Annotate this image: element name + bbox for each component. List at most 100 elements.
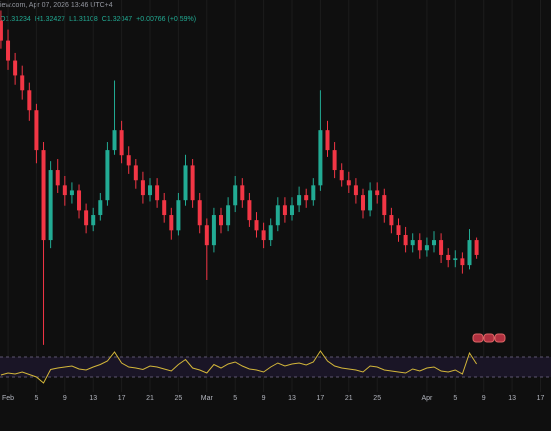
candle-body [183,165,188,201]
candle-body [98,200,103,216]
candle-body [105,150,110,201]
candle-body [311,185,316,201]
x-tick-label: 21 [345,395,353,402]
candle-body [176,200,181,231]
ohlc-value: O1.31234 [0,16,31,23]
candle-body [424,245,429,251]
x-tick-label: 17 [537,395,545,402]
candle-body [417,240,422,251]
candle-body [389,215,394,226]
candle-body [304,195,309,201]
candle-body [297,195,302,206]
x-tick-label: 13 [89,395,97,402]
candle-body [211,215,216,246]
candle-body [339,170,344,181]
x-tick-label: 13 [288,395,296,402]
candle-body [247,200,252,221]
candle-body [382,195,387,216]
candle-body [69,190,74,196]
candle-body [91,215,96,226]
candle-body [55,170,60,186]
button[interactable] [483,333,495,343]
candle-body [140,180,145,196]
candle-body [361,195,366,211]
candle-body [6,40,11,61]
candle-body [261,230,266,241]
candle-body [332,150,337,171]
candle-body [410,240,415,246]
candle-body [226,205,231,226]
header-ohlc: O1.31234 H1.32427 L1.31108 C1.32047 +0.00766… [0,16,196,23]
candle-body [290,205,295,216]
x-tick-label: 9 [482,395,486,402]
x-tick-label: Apr [421,395,433,402]
candle-body [240,185,245,201]
candle-body [474,240,479,255]
candle-body [34,110,39,151]
candle-body [155,185,160,201]
candle-body [318,130,323,186]
candle-body [20,75,25,91]
candle-body [219,215,224,226]
candle-body [446,254,451,261]
button[interactable] [472,333,484,343]
candle-body [0,20,3,41]
candle-body [325,130,330,151]
header-source: iew.com, Apr 07, 2026 13:46 UTC+4 [0,2,113,9]
candle-body [233,185,238,206]
candle-body [148,185,153,196]
ohlc-value: +0.00766 (+0.59%) [136,16,196,23]
x-tick-label: 5 [453,395,457,402]
candle-body [254,220,259,231]
x-tick-label: 5 [34,395,38,402]
x-tick-label: Mar [201,395,214,402]
candle-body [282,205,287,216]
candle-body [41,150,46,241]
ohlc-value: H1.32427 [35,16,65,23]
candle-body [162,200,167,216]
candle-body [453,258,458,261]
x-tick-label: 9 [63,395,67,402]
candle-body [13,60,18,76]
candle-body [275,205,280,226]
candle-body [48,170,53,241]
rsi-band [0,357,551,377]
candle-body [396,225,401,235]
candle-body [112,130,117,151]
x-tick-label: 25 [175,395,183,402]
candle-body [126,155,131,166]
candle-body [84,210,89,226]
x-tick-label: Feb [2,395,14,402]
candle-body [375,190,380,196]
button[interactable] [494,333,506,343]
x-tick-label: 17 [317,395,325,402]
candle-body [27,90,32,111]
candle-body [439,240,444,255]
x-tick-label: 9 [262,395,266,402]
x-tick-label: 21 [146,395,154,402]
ohlc-value: L1.31108 [69,16,98,23]
candle-body [133,165,138,181]
rsi-line [0,350,478,384]
ohlc-value: C1.32047 [102,16,132,23]
x-tick-label: 13 [508,395,516,402]
x-tick-label: 5 [233,395,237,402]
candle-body [119,130,124,156]
candle-body [268,225,273,241]
candle-body [169,215,174,231]
candle-body [197,200,202,226]
candle-body [467,240,472,266]
candle-body [460,258,465,266]
candle-body [368,190,373,211]
candle-body [353,185,358,196]
candle-body [62,185,67,196]
x-tick-label: 25 [373,395,381,402]
indicator-buttons[interactable] [472,333,506,343]
x-tick-label: 17 [118,395,126,402]
candle-body [204,225,209,246]
candle-body [346,180,351,186]
candle-body [190,165,195,201]
candle-body [431,240,436,246]
